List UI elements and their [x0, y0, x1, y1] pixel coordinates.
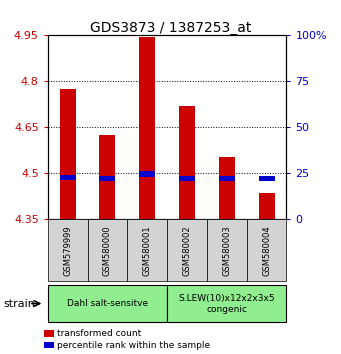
- Text: strain: strain: [3, 298, 35, 309]
- Bar: [258, 193, 275, 219]
- Text: GSM580000: GSM580000: [103, 225, 112, 276]
- Bar: [139, 171, 155, 177]
- Bar: [219, 156, 235, 219]
- Text: GSM580004: GSM580004: [262, 225, 271, 276]
- Text: percentile rank within the sample: percentile rank within the sample: [57, 341, 210, 350]
- Bar: [219, 176, 235, 182]
- Text: GSM579999: GSM579999: [63, 225, 72, 276]
- Bar: [100, 176, 115, 182]
- Text: Dahl salt-sensitve: Dahl salt-sensitve: [67, 299, 148, 308]
- Bar: [179, 176, 195, 181]
- Bar: [179, 106, 195, 219]
- Bar: [60, 89, 76, 219]
- Bar: [100, 135, 115, 219]
- Bar: [258, 176, 275, 181]
- Text: S.LEW(10)x12x2x3x5
congenic: S.LEW(10)x12x2x3x5 congenic: [178, 293, 275, 314]
- Text: GSM580001: GSM580001: [143, 225, 152, 276]
- Text: GSM580003: GSM580003: [222, 225, 231, 276]
- Bar: [60, 175, 76, 180]
- Text: GSM580002: GSM580002: [182, 225, 192, 276]
- Text: transformed count: transformed count: [57, 329, 142, 338]
- Bar: [139, 37, 155, 219]
- Text: GDS3873 / 1387253_at: GDS3873 / 1387253_at: [90, 21, 251, 35]
